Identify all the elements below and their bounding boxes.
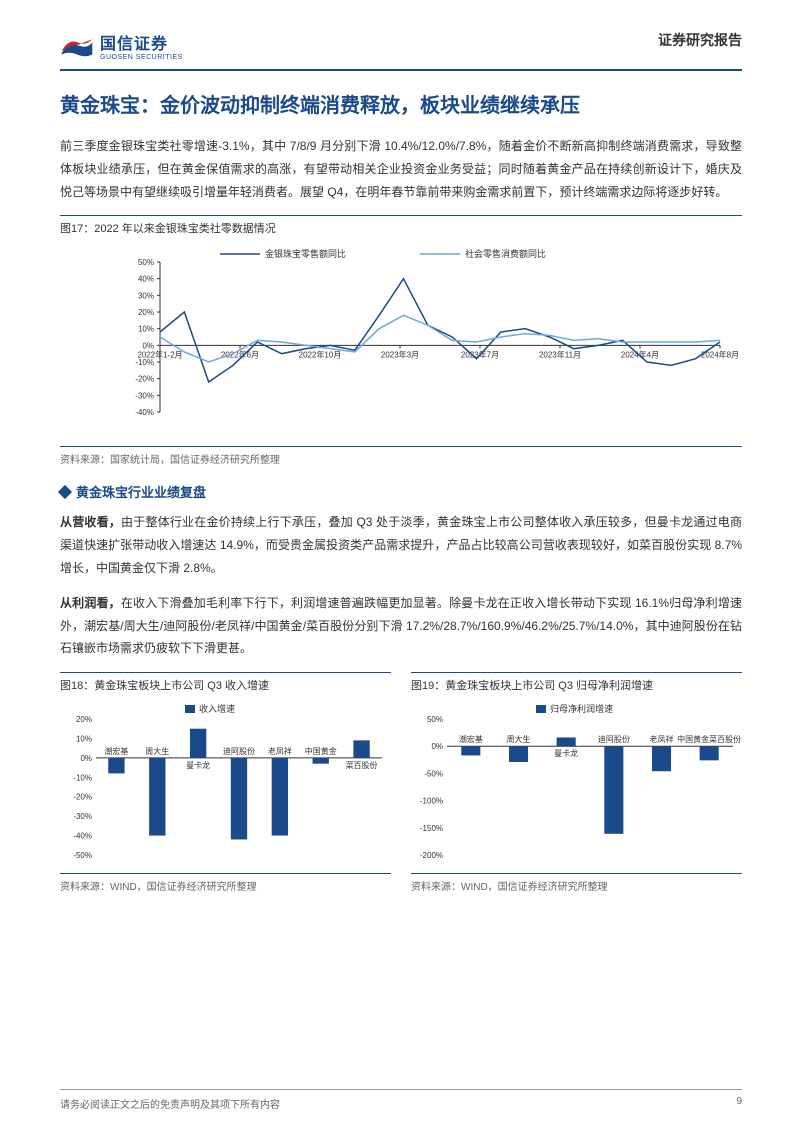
svg-text:迪阿股份: 迪阿股份 xyxy=(223,746,255,756)
profit-paragraph: 从利润看，在收入下滑叠加毛利率下行下，利润增速普遍跌幅更加显著。除曼卡龙在正收入… xyxy=(60,592,742,660)
chart18-source: 资料来源：WIND，国信证券经济研究所整理 xyxy=(60,873,391,893)
svg-text:20%: 20% xyxy=(76,715,92,724)
chart17-caption: 图17：2022 年以来金银珠宝类社零数据情况 xyxy=(60,215,742,236)
intro-paragraph: 前三季度金银珠宝类社零增速-3.1%，其中 7/8/9 月分别下滑 10.4%/… xyxy=(60,135,742,203)
svg-text:潮宏基: 潮宏基 xyxy=(459,734,483,744)
page-footer: 请务必阅读正文之后的免责声明及其项下所有内容 9 xyxy=(60,1089,742,1111)
svg-text:30%: 30% xyxy=(138,292,154,301)
svg-text:曼卡龙: 曼卡龙 xyxy=(554,748,578,758)
chart18-svg: 收入增速 -50% -40% -30% -20% -10% 0% 10% 20% 潮宏基 周大生曼卡… xyxy=(60,699,390,869)
footer-disclaimer: 请务必阅读正文之后的免责声明及其项下所有内容 xyxy=(60,1096,280,1111)
svg-text:2022年1-2月: 2022年1-2月 xyxy=(137,350,182,360)
svg-text:-50%: -50% xyxy=(424,770,443,779)
svg-text:中国黄金菜百股份: 中国黄金菜百股份 xyxy=(677,734,741,744)
svg-text:-50%: -50% xyxy=(73,851,92,860)
svg-text:周大生: 周大生 xyxy=(145,746,169,756)
subhead-text: 黄金珠宝行业业绩复盘 xyxy=(76,482,206,501)
chart17-svg: 金银珠宝零售额同比 社会零售消费额同比 -40% -30% -20% -10% 0% 10% 2… xyxy=(60,242,740,442)
svg-text:2024年4月: 2024年4月 xyxy=(621,350,659,360)
svg-text:-40%: -40% xyxy=(135,408,154,417)
chart17-source: 资料来源：国家统计局，国信证券经济研究所整理 xyxy=(60,446,742,466)
svg-text:0%: 0% xyxy=(142,342,154,351)
logo-en-text: GUOSEN SECURITIES xyxy=(100,54,183,61)
chart19-block: 图19：黄金珠宝板块上市公司 Q3 归母净利润增速 归母净利润增速 -200% -1… xyxy=(411,672,742,909)
svg-text:迪阿股份: 迪阿股份 xyxy=(598,734,630,744)
logo-cn-text: 国信证券 xyxy=(100,30,183,54)
profit-label: 从利润看， xyxy=(60,596,121,610)
svg-text:2023年11月: 2023年11月 xyxy=(539,350,581,360)
svg-text:老凤祥: 老凤祥 xyxy=(650,734,674,744)
svg-text:收入增速: 收入增速 xyxy=(199,703,235,714)
svg-text:-100%: -100% xyxy=(420,797,443,806)
svg-text:-30%: -30% xyxy=(73,812,92,821)
svg-text:中国黄金: 中国黄金 xyxy=(305,746,337,756)
chart18-caption: 图18：黄金珠宝板块上市公司 Q3 收入增速 xyxy=(60,672,391,693)
svg-text:老凤祥: 老凤祥 xyxy=(268,746,292,756)
revenue-label: 从营收看， xyxy=(60,515,121,529)
svg-text:-200%: -200% xyxy=(420,851,443,860)
profit-body: 在收入下滑叠加毛利率下行下，利润增速普遍跌幅更加显著。除曼卡龙在正收入增长带动下… xyxy=(60,596,742,656)
svg-text:-30%: -30% xyxy=(135,392,154,401)
svg-text:2023年3月: 2023年3月 xyxy=(381,350,419,360)
svg-text:10%: 10% xyxy=(138,325,154,334)
diamond-bullet-icon xyxy=(58,485,72,499)
guosen-logo-icon xyxy=(60,34,94,58)
svg-text:20%: 20% xyxy=(138,308,154,317)
svg-text:潮宏基: 潮宏基 xyxy=(104,746,128,756)
report-type-label: 证券研究报告 xyxy=(658,30,742,50)
section-title: 黄金珠宝：金价波动抑制终端消费释放，板块业绩继续承压 xyxy=(60,91,742,121)
chart19-svg: 归母净利润增速 -200% -150% -100% -50% 0% 50% 潮宏基 周大生曼卡龙… xyxy=(411,699,741,869)
svg-text:-40%: -40% xyxy=(73,832,92,841)
subhead-row: 黄金珠宝行业业绩复盘 xyxy=(60,482,742,501)
chart18-block: 图18：黄金珠宝板块上市公司 Q3 收入增速 收入增速 -50% -40% -30% -… xyxy=(60,672,391,909)
svg-text:-10%: -10% xyxy=(135,358,154,367)
svg-text:2022年10月: 2022年10月 xyxy=(299,350,342,360)
chart17-block: 图17：2022 年以来金银珠宝类社零数据情况 金银珠宝零售额同比 社会零售消费额… xyxy=(60,215,742,466)
svg-text:金银珠宝零售额同比: 金银珠宝零售额同比 xyxy=(265,248,346,259)
svg-text:-20%: -20% xyxy=(73,793,92,802)
svg-text:50%: 50% xyxy=(427,715,443,724)
revenue-body: 由于整体行业在金价持续上行下承压，叠加 Q3 处于淡季，黄金珠宝上市公司整体收入… xyxy=(60,515,742,575)
svg-text:0%: 0% xyxy=(80,754,92,763)
svg-text:归母净利润增速: 归母净利润增速 xyxy=(550,703,613,714)
chart19-source: 资料来源：WIND，国信证券经济研究所整理 xyxy=(411,873,742,893)
footer-page-number: 9 xyxy=(736,1096,742,1111)
page-header: 国信证券 GUOSEN SECURITIES 证券研究报告 xyxy=(60,30,742,71)
chart19-caption: 图19：黄金珠宝板块上市公司 Q3 归母净利润增速 xyxy=(411,672,742,693)
svg-text:-20%: -20% xyxy=(135,375,154,384)
revenue-paragraph: 从营收看，由于整体行业在金价持续上行下承压，叠加 Q3 处于淡季，黄金珠宝上市公… xyxy=(60,511,742,579)
svg-text:社会零售消费额同比: 社会零售消费额同比 xyxy=(465,248,546,259)
svg-text:0%: 0% xyxy=(431,742,443,751)
svg-text:菜百股份: 菜百股份 xyxy=(346,760,378,770)
svg-text:周大生: 周大生 xyxy=(507,734,531,744)
svg-text:-10%: -10% xyxy=(73,773,92,782)
svg-text:40%: 40% xyxy=(138,275,154,284)
svg-text:10%: 10% xyxy=(76,735,92,744)
svg-text:50%: 50% xyxy=(138,258,154,267)
svg-text:曼卡龙: 曼卡龙 xyxy=(186,760,210,770)
svg-text:-150%: -150% xyxy=(420,824,443,833)
logo-block: 国信证券 GUOSEN SECURITIES xyxy=(60,30,183,61)
